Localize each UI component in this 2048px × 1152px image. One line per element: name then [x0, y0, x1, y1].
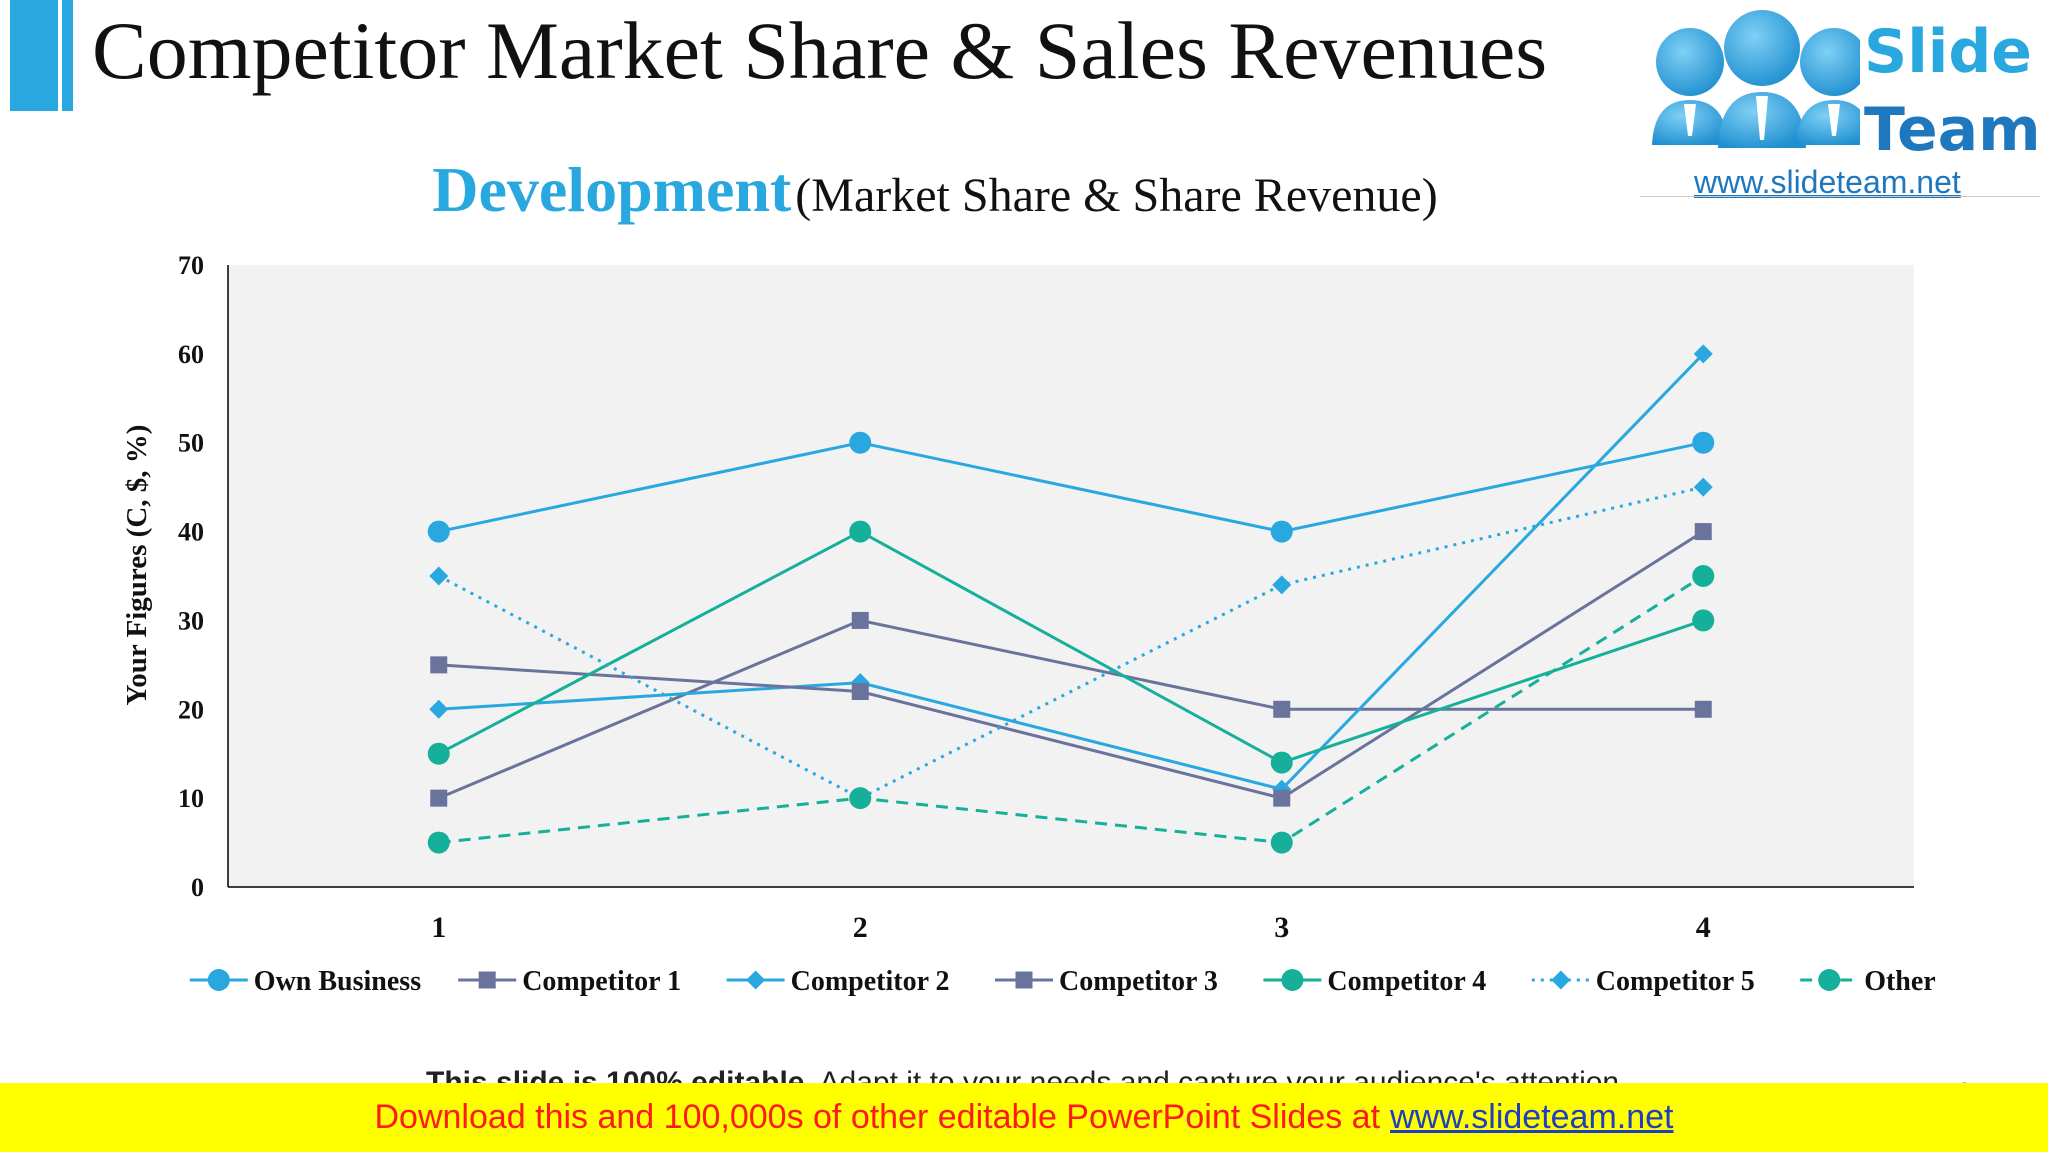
y-tick-label: 40	[178, 518, 204, 547]
data-point	[1693, 344, 1713, 364]
data-point	[1270, 520, 1293, 543]
series-line	[438, 618, 1704, 800]
people-logo-icon	[1652, 10, 1860, 148]
data-point	[851, 683, 869, 701]
series-line	[438, 485, 1704, 800]
x-tick-label: 3	[1274, 911, 1289, 944]
series-line	[438, 574, 1705, 845]
legend-marker	[1551, 970, 1571, 990]
slideteam-logo[interactable]: Slide Team www.slideteam.net	[1640, 0, 2041, 200]
legend-label: Competitor 1	[522, 966, 681, 997]
data-point	[1273, 700, 1291, 718]
data-point	[1272, 575, 1292, 595]
legend-marker	[1281, 969, 1304, 991]
legend-label: Own Business	[254, 966, 421, 997]
data-point	[1692, 431, 1715, 454]
plot-area	[228, 265, 1914, 887]
logo-word-team: Team	[1864, 95, 2041, 165]
data-point	[1693, 477, 1713, 497]
legend-label: Competitor 2	[791, 966, 950, 997]
download-banner: Download this and 100,000s of other edit…	[0, 1083, 2048, 1152]
y-tick-label: 20	[178, 695, 204, 724]
legend-marker	[207, 969, 230, 991]
series-line	[438, 441, 1704, 534]
series-competitor-1	[430, 611, 1712, 807]
series-own-business	[427, 431, 1715, 543]
data-point	[849, 520, 872, 543]
chart-heading-sub: (Market Share & Share Revenue)	[795, 169, 1438, 222]
legend-marker	[1818, 969, 1841, 991]
chart-heading: Development (Market Share & Share Revenu…	[0, 158, 1870, 222]
series-group	[427, 344, 1715, 854]
x-tick-label: 4	[1696, 911, 1711, 944]
title-accent-bar-thin	[62, 0, 73, 111]
logo-url-link[interactable]: www.slideteam.net	[1694, 164, 1961, 200]
series-line	[438, 352, 1705, 791]
legend: Own Business Competitor 1 Competitor 2 Comp…	[189, 966, 1936, 997]
legend-item[interactable]: Competitor 4	[1263, 966, 1486, 997]
slide-title: Competitor Market Share & Sales Revenues	[92, 5, 1548, 96]
y-tick-label: 50	[178, 429, 204, 458]
data-point	[1694, 700, 1712, 718]
x-axis: 1 2 3 4	[228, 886, 1914, 944]
legend-label: Other	[1864, 966, 1936, 997]
banner-text: Download this and 100,000s of other edit…	[374, 1098, 1381, 1136]
series-competitor-4	[427, 520, 1715, 774]
data-point	[429, 566, 449, 586]
data-point	[1273, 789, 1291, 807]
logo-divider	[1640, 196, 2040, 197]
legend-item[interactable]: Competitor 2	[726, 966, 950, 997]
data-point	[430, 656, 448, 674]
line-chart: 0 10 20 30 40 50 60 70 1 2 3 4 Own Business Competi…	[121, 251, 1936, 997]
y-axis-label: Your Figures (C, $, %)	[121, 425, 153, 706]
data-point	[849, 787, 872, 810]
data-point	[427, 520, 450, 543]
chart-heading-main: Development	[432, 154, 792, 225]
legend-label: Competitor 5	[1596, 966, 1755, 997]
x-tick-label: 1	[431, 911, 446, 944]
y-tick-label: 30	[178, 606, 204, 635]
y-tick-label: 60	[178, 340, 204, 369]
data-point	[430, 789, 448, 807]
legend-marker	[478, 971, 496, 989]
data-point	[1692, 565, 1715, 587]
data-point	[427, 742, 450, 765]
data-point	[851, 611, 869, 629]
legend-label: Competitor 3	[1059, 966, 1218, 997]
data-point	[1270, 751, 1293, 774]
banner-link[interactable]: www.slideteam.net	[1390, 1098, 1674, 1136]
series-competitor-3	[430, 523, 1712, 807]
legend-item[interactable]: Competitor 3	[995, 966, 1218, 997]
y-tick-label: 70	[178, 251, 204, 280]
legend-label: Competitor 4	[1327, 966, 1486, 997]
title-accent-bar	[10, 0, 58, 111]
legend-marker	[746, 970, 766, 990]
data-point	[1694, 523, 1712, 541]
series-other	[427, 565, 1715, 854]
legend-item[interactable]: Own Business	[189, 966, 421, 997]
data-point	[849, 431, 872, 454]
legend-item[interactable]: Other	[1800, 966, 1936, 997]
series-line	[438, 530, 1705, 800]
y-tick-label: 0	[191, 873, 204, 902]
data-point	[429, 699, 449, 719]
data-point	[1692, 609, 1715, 632]
logo-word-slide: Slide	[1864, 17, 2032, 87]
y-tick-label: 10	[178, 784, 204, 813]
series-line	[438, 529, 1704, 765]
legend-item[interactable]: Competitor 5	[1531, 966, 1755, 997]
legend-item[interactable]: Competitor 1	[458, 966, 681, 997]
x-tick-label: 2	[853, 911, 868, 944]
y-axis: 0 10 20 30 40 50 60 70	[178, 251, 229, 902]
data-point	[1270, 831, 1293, 854]
legend-marker	[1015, 971, 1033, 989]
data-point	[427, 831, 450, 854]
